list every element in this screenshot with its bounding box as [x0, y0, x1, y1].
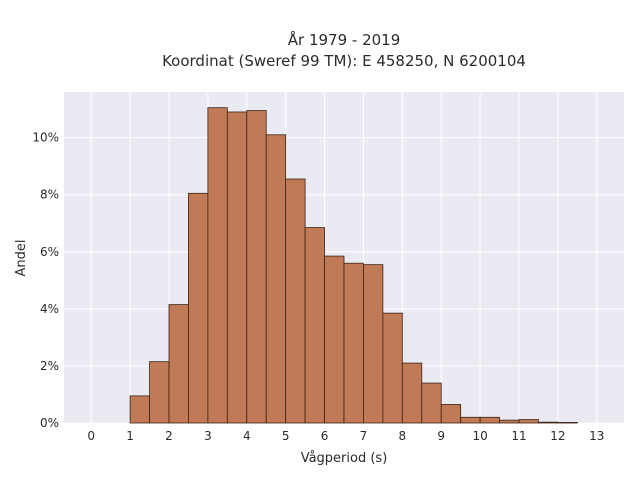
y-axis-label: Andel [14, 240, 29, 277]
x-tick-label-0: 0 [87, 429, 95, 443]
bar-18 [440, 404, 462, 424]
x-axis-label: Vågperiod (s) [301, 451, 388, 466]
x-tick-label-4: 4 [243, 429, 251, 443]
bar-11 [304, 227, 325, 424]
x-tick-label-9: 9 [437, 429, 445, 443]
bar-21 [499, 419, 520, 424]
bar-10 [285, 178, 306, 424]
y-tick-label-4: 8% [40, 188, 59, 202]
x-tick-label-2: 2 [165, 429, 173, 443]
x-tick-label-13: 13 [589, 429, 604, 443]
bar-19 [460, 416, 481, 424]
bar-4 [168, 304, 189, 424]
x-tick-label-11: 11 [511, 429, 526, 443]
bar-2 [129, 395, 150, 424]
bar-23 [538, 421, 559, 424]
bar-12 [324, 255, 345, 424]
bar-7 [226, 111, 248, 424]
bar-3 [149, 361, 170, 424]
chart-title-line-1: År 1979 - 2019 [288, 30, 401, 49]
bar-6 [207, 107, 228, 424]
bar-16 [401, 362, 423, 424]
y-tick-label-0: 0% [40, 416, 59, 430]
x-tick-label-3: 3 [204, 429, 212, 443]
bar-20 [479, 416, 500, 424]
bar-17 [421, 382, 442, 424]
bar-14 [363, 264, 384, 424]
x-tick-label-1: 1 [126, 429, 134, 443]
x-tick-label-8: 8 [399, 429, 407, 443]
bar-22 [518, 419, 539, 424]
x-axis-ticks: 0 1 2 3 4 5 6 7 8 9 10 11 12 13 [87, 429, 604, 443]
x-tick-label-12: 12 [550, 429, 565, 443]
bar-13 [343, 262, 364, 424]
bar-24 [557, 422, 578, 424]
bar-9 [265, 134, 287, 424]
x-tick-label-10: 10 [472, 429, 487, 443]
x-tick-label-6: 6 [321, 429, 329, 443]
bar-15 [382, 312, 403, 424]
bars [129, 107, 578, 424]
x-tick-label-5: 5 [282, 429, 290, 443]
y-tick-label-5: 10% [32, 131, 59, 145]
y-axis-ticks: 0% 2% 4% 6% 8% 10% [32, 131, 59, 430]
y-tick-label-2: 4% [40, 302, 59, 316]
bar-8 [246, 110, 267, 424]
y-tick-label-3: 6% [40, 245, 59, 259]
x-tick-label-7: 7 [360, 429, 368, 443]
bar-5 [188, 192, 209, 424]
chart-title-line-2: Koordinat (Sweref 99 TM): E 458250, N 62… [162, 52, 526, 70]
y-tick-label-1: 2% [40, 359, 59, 373]
